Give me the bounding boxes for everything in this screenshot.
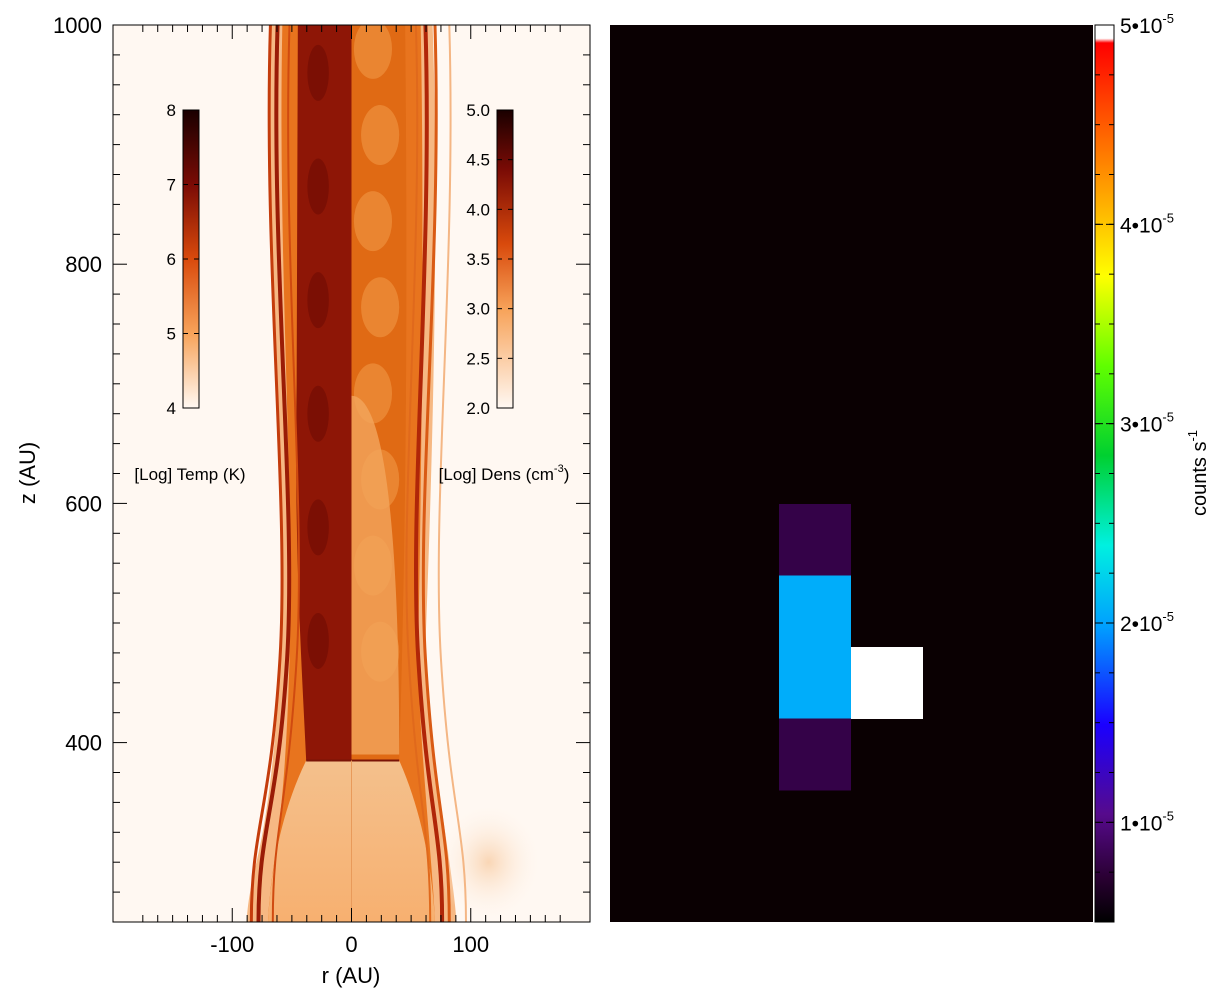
- x-tick-label: 0: [345, 932, 357, 957]
- outer-shell-left-2: [249, 25, 284, 922]
- temperature-knot: [307, 499, 329, 556]
- temperature-colorbar-ticks: 4 5 6 7 8: [167, 101, 199, 418]
- inner-shell-left: [271, 25, 300, 922]
- outer-shell-left: [256, 25, 292, 922]
- count-rate-label-sup: -1: [1185, 430, 1200, 442]
- y-tick-label: 600: [65, 491, 102, 516]
- tick-label-main: 2•10: [1120, 613, 1162, 636]
- inner-shell-right: [405, 25, 432, 922]
- simulation-tick-labels: -100 0 100 400 600 800 1000: [53, 13, 489, 957]
- colorbar-tick-label: 5: [167, 325, 176, 344]
- faint-shell-right: [437, 25, 467, 922]
- y-tick-label: 1000: [53, 13, 102, 38]
- colorbar-tick-label: 2.5: [466, 349, 490, 368]
- x-tick-label: -100: [210, 932, 254, 957]
- colorbar-tick-label: 4: [167, 399, 176, 418]
- colorbar-tick-label: 3.0: [466, 300, 490, 319]
- simulation-panel: -100 0 100 400 600 800 1000 r (AU) z (AU) 4 5 6 7…: [15, 13, 591, 988]
- count-rate-panel: 1•10-52•10-53•10-54•10-55•10-5 counts s-…: [610, 11, 1211, 923]
- temperature-colorbar-label: [Log] Temp (K): [134, 465, 245, 484]
- density-colorbar-label: [Log] Dens (cm-3): [439, 463, 570, 484]
- y-axis-label: z (AU): [15, 442, 40, 504]
- tick-label-main: 1•10: [1120, 812, 1162, 835]
- y-tick-label: 800: [65, 252, 102, 277]
- tick-label-sup: -5: [1162, 11, 1174, 26]
- outer-shell-right-2: [421, 25, 451, 922]
- colorbar-tick-label: 8: [167, 101, 176, 120]
- density-knot: [361, 277, 400, 338]
- colorbar-tick-label: 4.5: [466, 151, 490, 170]
- colorbar-tick-label: 2.0: [466, 399, 490, 418]
- density-knot: [361, 105, 400, 166]
- density-label-main: [Log] Dens (cm: [439, 465, 554, 484]
- count-rate-tick-label: 1•10-5: [1120, 808, 1174, 835]
- count-rate-label-main: counts s: [1189, 442, 1211, 516]
- temperature-knot: [307, 44, 329, 101]
- count-rate-colorbar-label: counts s-1: [1185, 430, 1211, 516]
- temperature-knot: [307, 158, 329, 215]
- count-rate-colorbar-ticks: 1•10-52•10-53•10-54•10-55•10-5: [1095, 11, 1174, 923]
- count-rate-tick-label: 3•10-5: [1120, 410, 1174, 437]
- colorbar-tick-label: 4.0: [466, 200, 490, 219]
- temperature-knot: [307, 272, 329, 329]
- tick-label-sup: -5: [1162, 210, 1174, 225]
- density-colorbar-ticks: 2.0 2.5 3.0 3.5 4.0 4.5 5.0: [466, 101, 513, 418]
- tick-label-main: 3•10: [1120, 414, 1162, 437]
- count-rate-tick-label: 2•10-5: [1120, 609, 1174, 636]
- y-tick-label: 400: [65, 731, 102, 756]
- count-rate-background: [610, 25, 1093, 922]
- tick-label-sup: -5: [1162, 808, 1174, 823]
- count-rate-cells: [779, 504, 923, 791]
- outer-shell-right: [414, 25, 445, 922]
- temperature-colorbar: 4 5 6 7 8 [Log] Temp (K): [134, 101, 245, 484]
- count-rate-tick-label: 5•10-5: [1120, 11, 1174, 38]
- count-rate-pixel: [779, 504, 851, 576]
- count-rate-pixel: [779, 718, 851, 791]
- tick-label-main: 5•10: [1120, 15, 1162, 38]
- density-label-end: ): [564, 465, 570, 484]
- diffuse-plume: [434, 802, 543, 922]
- tick-label-main: 4•10: [1120, 214, 1162, 237]
- count-rate-tick-label: 4•10-5: [1120, 210, 1174, 237]
- temperature-knot: [307, 612, 329, 669]
- x-axis-label: r (AU): [322, 963, 381, 988]
- simulation-axis-ticks: [113, 24, 590, 922]
- count-rate-pixel: [779, 647, 851, 719]
- density-label-sup: -3: [554, 463, 564, 475]
- x-tick-label: 100: [452, 932, 489, 957]
- colorbar-tick-label: 3.5: [466, 250, 490, 269]
- density-knot: [353, 191, 393, 252]
- density-internal-shock: [351, 395, 400, 755]
- colorbar-tick-label: 7: [167, 176, 176, 195]
- density-knot: [353, 25, 393, 79]
- count-rate-colorbar: 1•10-52•10-53•10-54•10-55•10-5 counts s-…: [1094, 11, 1211, 923]
- count-rate-pixel: [779, 575, 851, 648]
- tick-label-sup: -5: [1162, 609, 1174, 624]
- tick-label-sup: -5: [1162, 410, 1174, 425]
- colorbar-tick-label: 5.0: [466, 101, 490, 120]
- count-rate-pixel: [851, 647, 923, 719]
- colorbar-tick-label: 6: [167, 250, 176, 269]
- temperature-knot: [307, 385, 329, 442]
- density-colorbar: 2.0 2.5 3.0 3.5 4.0 4.5 5.0 [Log] Dens (cm-3): [439, 101, 570, 484]
